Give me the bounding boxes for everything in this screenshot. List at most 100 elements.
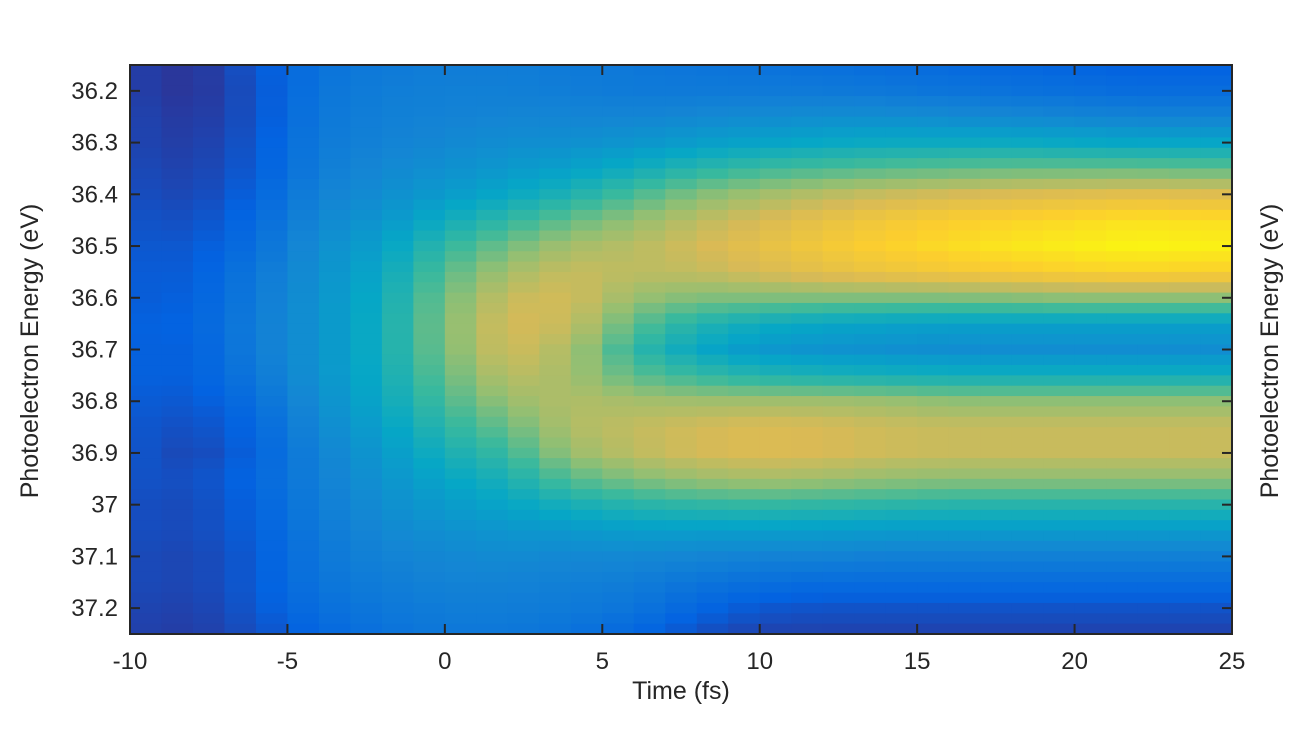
heatmap-cell (570, 292, 603, 304)
heatmap-cell (570, 158, 603, 170)
heatmap-cell (822, 416, 855, 428)
heatmap-cell (728, 458, 761, 470)
heatmap-cell (759, 168, 792, 180)
heatmap-cell (696, 427, 729, 439)
heatmap-cell (759, 478, 792, 490)
heatmap-cell (570, 302, 603, 314)
heatmap-cell (728, 602, 761, 614)
heatmap-cell (350, 561, 383, 573)
heatmap-cell (1011, 592, 1044, 604)
heatmap-cell (287, 333, 320, 345)
heatmap-cell (791, 220, 824, 232)
heatmap-cell (444, 230, 477, 242)
heatmap-cell (287, 96, 320, 107)
heatmap-cell (413, 75, 446, 87)
heatmap-cell (1200, 530, 1232, 542)
heatmap-cell (1200, 344, 1232, 356)
heatmap-cell (130, 85, 163, 97)
heatmap-cell (917, 127, 950, 139)
heatmap-cell (381, 406, 414, 418)
heatmap-cell (381, 65, 414, 76)
heatmap-cell (444, 220, 477, 232)
heatmap-cell (570, 178, 603, 190)
heatmap-cell (224, 85, 257, 97)
heatmap-cell (1106, 447, 1139, 459)
heatmap-cell (1137, 261, 1170, 273)
heatmap-cell (192, 271, 226, 283)
heatmap-cell (476, 220, 509, 232)
heatmap-cell (602, 520, 635, 532)
heatmap-cell (130, 323, 163, 335)
heatmap-cell (665, 313, 698, 325)
heatmap-cell (854, 571, 887, 583)
heatmap-cell (696, 385, 729, 397)
heatmap-cell (476, 251, 509, 263)
heatmap-cell (476, 116, 509, 128)
heatmap-cell (192, 447, 226, 459)
heatmap-cell (759, 251, 792, 263)
heatmap-cell (507, 582, 540, 594)
heatmap-cell (1106, 509, 1139, 521)
heatmap-cell (192, 582, 226, 594)
heatmap-cell (444, 85, 477, 97)
heatmap-cell (381, 375, 414, 387)
heatmap-cell (1169, 623, 1202, 634)
heatmap-cell (1200, 333, 1232, 345)
heatmap-cell (917, 85, 950, 97)
heatmap-cell (570, 530, 603, 542)
heatmap-cell (130, 302, 163, 314)
heatmap-cell (1043, 189, 1076, 201)
heatmap-cell (917, 530, 950, 542)
heatmap-cell (759, 199, 792, 211)
heatmap-cell (570, 623, 603, 634)
heatmap-cell (1106, 623, 1139, 634)
heatmap-cell (1011, 396, 1044, 407)
heatmap-cell (192, 85, 226, 97)
heatmap-cell (318, 613, 351, 625)
heatmap-cell (791, 468, 824, 480)
heatmap-cell (696, 561, 729, 573)
heatmap-cell (539, 158, 572, 170)
heatmap-cell (381, 561, 414, 573)
heatmap-cell (570, 416, 603, 428)
heatmap-cell (759, 530, 792, 542)
heatmap-cell (1106, 251, 1139, 263)
heatmap-cell (602, 623, 635, 634)
x-tick-label: 5 (596, 648, 609, 675)
heatmap-cell (255, 427, 289, 439)
heatmap-cell (696, 396, 729, 407)
heatmap-cell (413, 147, 446, 159)
heatmap-cell (224, 75, 257, 87)
heatmap-cell (255, 385, 289, 397)
heatmap-cell (350, 240, 383, 252)
heatmap-cell (885, 623, 918, 634)
heatmap-cell (1074, 489, 1107, 501)
heatmap-cell (665, 189, 698, 201)
heatmap-cell (1043, 261, 1076, 273)
heatmap-cell (1137, 199, 1170, 211)
heatmap-cell (822, 333, 855, 345)
heatmap-cell (224, 251, 257, 263)
heatmap-cell (539, 137, 572, 149)
heatmap-cell (161, 199, 194, 211)
heatmap-cell (287, 240, 320, 252)
heatmap-cell (1043, 530, 1076, 542)
heatmap-cell (1074, 209, 1107, 221)
heatmap-cell (1200, 375, 1232, 387)
heatmap-cell (130, 509, 163, 521)
heatmap-cell (413, 189, 446, 201)
heatmap-cell (759, 158, 792, 170)
heatmap-cell (696, 168, 729, 180)
heatmap-cell (381, 478, 414, 490)
heatmap-cell (822, 127, 855, 139)
heatmap-cell (570, 551, 603, 563)
heatmap-cell (1169, 530, 1202, 542)
heatmap-cell (161, 582, 194, 594)
heatmap-cell (224, 478, 257, 490)
heatmap-cell (885, 240, 918, 252)
heatmap-cell (1011, 199, 1044, 211)
heatmap-cell (192, 396, 226, 407)
heatmap-cell (822, 509, 855, 521)
heatmap-cell (350, 582, 383, 594)
heatmap-cell (1106, 592, 1139, 604)
